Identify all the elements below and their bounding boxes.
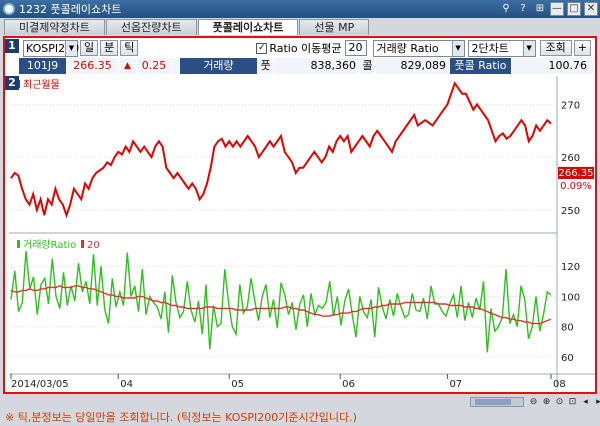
layout-icon[interactable]: ⊞ (535, 3, 545, 14)
section-marker-2: 2 (5, 76, 19, 90)
window-title: 1232 풋콜레이쇼차트 (19, 3, 122, 16)
code-select[interactable]: KOSPI200 ▼ (23, 39, 79, 57)
last-value-badge (558, 167, 594, 179)
ratio-label: 풋콜 Ratio (450, 58, 512, 74)
pin-icon[interactable]: ⚲ (502, 3, 510, 14)
x-tick-label: 07 (449, 379, 462, 390)
tab-option-balance[interactable]: 선옵잔량차트 (105, 19, 197, 35)
toolbar-left: KOSPI200 ▼ 일 분 틱 (23, 39, 139, 57)
x-tick-label: 04 (120, 379, 133, 390)
x-tick-label: 2014/03/05 (11, 379, 69, 390)
x-tick-label: 06 (342, 379, 355, 390)
ratio-type-value: 거래량 Ratio (376, 41, 439, 55)
x-tick-label: 05 (231, 379, 244, 390)
minimize-button[interactable]: — (550, 2, 564, 16)
y-tick-label-0: 260 (561, 153, 580, 164)
ratio-title-marker (17, 240, 20, 248)
put-label: 풋 (258, 58, 274, 74)
price-chart-title: 최근월물 (23, 79, 60, 91)
series-line-0-0 (10, 81, 552, 219)
title-bar: 1232 풋콜레이쇼차트 ⚲ ? ⊞ — □ ✕ (0, 0, 600, 18)
add-button[interactable]: + (573, 40, 591, 56)
volume-label: 거래량 (180, 58, 258, 74)
y-tick-label-1: 80 (561, 323, 574, 334)
x-tick-label: 08 (553, 379, 566, 390)
tab-put-call-ratio[interactable]: 풋콜레이쇼차트 (197, 19, 299, 35)
call-label: 콜 (360, 58, 376, 74)
pan-right-icon[interactable]: ▸ (596, 397, 600, 407)
app-icon (3, 3, 15, 15)
ma-legend-marker (81, 240, 84, 248)
chart-marks: 250 260 270 60 80 100 120 2014/03/05 04 05 06 07 08 (10, 81, 580, 390)
series-line-1-1 (10, 285, 552, 325)
last-change-label: 0.09% (560, 181, 592, 192)
call-value: 829,089 (376, 58, 450, 74)
ma-period-input[interactable]: 20 (344, 40, 367, 56)
y-tick-label-1: 120 (561, 262, 580, 273)
zoom-reset-icon[interactable]: ⊙ (555, 397, 564, 407)
minute-button[interactable]: 분 (100, 40, 119, 56)
footer: ⊖ ⊕ ⊙ ⊡ ◂ ▸ ※ 틱,분정보는 당일만을 조회합니다. (틱정보는 K… (0, 395, 600, 426)
y-tick-label-0: 250 (561, 206, 580, 217)
horizontal-scrollbar[interactable] (470, 397, 524, 407)
ratio-type-select[interactable]: 거래량 Ratio ▼ (372, 39, 465, 57)
scrollbar-thumb[interactable] (475, 399, 511, 405)
ma-legend: 20 (87, 240, 100, 251)
section-marker-1: 1 (5, 39, 19, 53)
close-button[interactable]: ✕ (584, 2, 598, 16)
y-tick-label-0: 270 (561, 100, 580, 111)
chart-canvas[interactable]: 최근월물 거래량Ratio 20 266.35 0.09% 250 260 270 6… (5, 76, 595, 392)
y-tick-label-1: 60 (561, 353, 574, 364)
ratio-ma-label: Ratio 이동평균 (269, 42, 342, 55)
last-value-label: 266.35 (559, 168, 594, 179)
zoom-in-icon[interactable]: ⊕ (542, 397, 551, 407)
chevron-down-icon: ▼ (65, 40, 77, 56)
query-button[interactable]: 조회 (539, 40, 572, 56)
quote-price: 266.35 (67, 58, 119, 74)
main-panel: 1 KOSPI200 ▼ 일 분 틱 ✓ Ratio 이동평균 20 거래량 Ra… (3, 36, 597, 394)
maximize-button[interactable]: □ (567, 2, 581, 16)
help-icon[interactable]: ? (520, 3, 526, 14)
tab-futures-mp[interactable]: 선물 MP (299, 19, 370, 35)
up-arrow-icon: ▲ (119, 58, 137, 74)
ratio-legend: 거래량Ratio (23, 239, 76, 251)
tab-open-interest[interactable]: 미결제약정차트 (4, 19, 105, 35)
zoom-toolbar: ⊖ ⊕ ⊙ ⊡ ◂ ▸ (528, 396, 600, 408)
quote-code: 101J9 (19, 58, 67, 74)
chart-layout-value: 2단차트 (471, 41, 509, 55)
y-tick-label-1: 100 (561, 292, 580, 303)
chevron-down-icon: ▼ (522, 40, 535, 56)
quote-change: 0.25 (137, 58, 172, 74)
tick-button[interactable]: 틱 (120, 40, 139, 56)
daily-button[interactable]: 일 (80, 40, 99, 56)
pan-left-icon[interactable]: ◂ (583, 397, 588, 407)
tab-bar: 미결제약정차트 선옵잔량차트 풋콜레이쇼차트 선물 MP (4, 19, 370, 35)
zoom-fit-icon[interactable]: ⊡ (568, 397, 577, 407)
zoom-out-icon[interactable]: ⊖ (529, 397, 538, 407)
quote-spacer (172, 58, 180, 74)
put-value: 838,360 (274, 58, 360, 74)
ratio-value: 100.76 (512, 58, 594, 74)
toolbar-right: ✓ Ratio 이동평균 20 거래량 Ratio ▼ 2단차트 ▼ 조회 + (256, 39, 591, 57)
quote-bar: 101J9 266.35 ▲ 0.25 거래량 풋 838,360 콜 829,… (19, 58, 594, 74)
chart-layout-select[interactable]: 2단차트 ▼ (467, 39, 536, 57)
series-line-1-0 (10, 251, 552, 353)
chevron-down-icon: ▼ (451, 40, 464, 56)
ratio-ma-checkbox[interactable]: ✓ (256, 42, 268, 54)
footer-notice: ※ 틱,분정보는 당일만을 조회합니다. (틱정보는 KOSPI200기준시간입… (5, 411, 357, 424)
